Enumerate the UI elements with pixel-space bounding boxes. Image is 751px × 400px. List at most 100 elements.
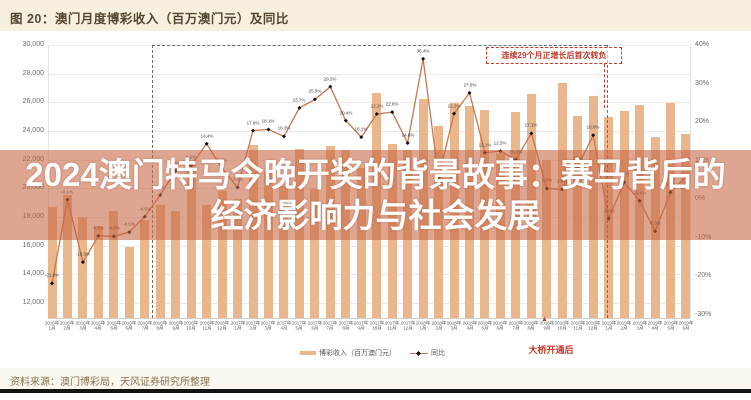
x-axis-tick: 2018年 6月 (493, 321, 508, 331)
yoy-point-label: -21.8% (44, 273, 60, 279)
line-marker-swatch-icon (410, 350, 428, 357)
left-axis-tick: 30,000 (22, 41, 44, 48)
x-axis-tick: 2016年 4月 (91, 321, 106, 331)
gridline (48, 73, 690, 75)
right-axis-tick: 40% (695, 41, 710, 48)
x-axis-tick: 2018年 8月 (524, 321, 539, 331)
yoy-point-label: 18.1% (262, 119, 275, 125)
x-axis-tick: 2019年 3月 (632, 321, 647, 331)
left-axis-tick: 26,000 (22, 98, 44, 106)
x-axis-tick: 2018年 10月 (555, 321, 570, 331)
overlay-banner-line1: 2024澳门特马今晚开奖的背景故事：赛马背后的 (25, 156, 726, 193)
yoy-point-label: 14.4% (200, 133, 214, 139)
x-axis-tick: 2017年 9月 (353, 321, 369, 331)
x-axis-tick: 2019年 2月 (616, 321, 632, 331)
right-axis-tick: -20% (695, 272, 712, 280)
yoy-point-label: 16.6% (586, 125, 600, 131)
gridline (48, 302, 690, 304)
x-axis-tick: 2017年 1月 (230, 321, 245, 331)
yoy-point-label: 16.1% (354, 127, 368, 133)
x-axis-tick: 2018年 4月 (462, 321, 477, 331)
figure-title-bar: 图 20：澳门月度博彩收入（百万澳门元）及同比 (0, 0, 751, 33)
bar (124, 247, 134, 318)
x-axis-tick: 2017年 7月 (323, 321, 338, 331)
legend-revenue-label: 博彩收入（百万澳门元） (319, 350, 396, 357)
x-axis-tick: 2018年 3月 (446, 321, 462, 331)
yoy-point-label: 12.5% (494, 141, 507, 147)
right-axis-tick: -30% (695, 311, 712, 318)
gridline (48, 102, 690, 104)
bar (155, 204, 165, 318)
yoy-point-label: 25.9% (308, 89, 322, 95)
x-axis-tick: 2017年 2月 (245, 321, 261, 331)
bar (47, 207, 57, 318)
x-axis-tick: 2017年 3月 (261, 321, 276, 331)
annotation-arrow (604, 64, 605, 108)
x-axis-tick: 2017年 4月 (276, 321, 292, 331)
yoy-point-label: 22.1% (370, 104, 384, 109)
yoy-point-label: 20.4% (339, 110, 353, 116)
yoy-point-label: 27.6% (463, 82, 476, 88)
x-axis-tick: 2018年 1月 (415, 321, 431, 331)
x-axis-tick: 2017年 8月 (338, 321, 354, 331)
legend-item-yoy: 同比 (410, 348, 445, 358)
bar (171, 210, 181, 318)
x-axis-tick: 2017年 5月 (292, 321, 307, 331)
bar (356, 168, 366, 318)
left-axis-tick: 12,000 (22, 298, 44, 306)
x-axis-tick: 2019年 6月 (678, 321, 694, 331)
gridline (48, 274, 690, 276)
x-axis-tick: 2019年 5月 (663, 321, 678, 331)
x-axis-tick: 2017年 11月 (384, 321, 400, 331)
chart-legend: 博彩收入（百万澳门元） 同比 (300, 348, 560, 358)
bar (263, 171, 273, 318)
bottom-divider (0, 389, 751, 393)
gridline (48, 245, 690, 247)
x-axis-tick: 2016年 8月 (152, 321, 168, 331)
bridge-open-note: 大桥开通后 (528, 345, 574, 355)
bar (186, 162, 196, 318)
annotation-callout: 连续29个月正增长后首次转负 (486, 47, 622, 64)
x-axis-tick: 2017年 10月 (369, 321, 384, 331)
yoy-point-label: 16.3% (277, 126, 291, 132)
bar (202, 205, 212, 318)
streak-span-dashed-line (152, 45, 607, 46)
yoy-point-label: 36.4% (416, 48, 430, 54)
x-axis-tick: 2019年 4月 (647, 321, 663, 331)
x-axis-tick: 2016年 12月 (214, 321, 230, 331)
left-axis-tick: 28,000 (22, 69, 44, 77)
legend-item-revenue: 博彩收入（百万澳门元） (300, 348, 396, 358)
x-axis-tick: 2018年 2月 (431, 321, 446, 331)
right-axis-tick: 20% (695, 118, 710, 126)
x-axis-tick: 2016年 10月 (183, 321, 199, 331)
bar (140, 220, 150, 318)
x-axis-tick: 2018年 5月 (477, 321, 493, 331)
overlay-banner-line2: 经济影响力与社会发展 (210, 197, 541, 234)
footer-strip (0, 368, 751, 389)
left-axis-tick: 14,000 (22, 270, 44, 278)
overlay-banner: 2024澳门特马今晚开奖的背景故事：赛马背后的 经济影响力与社会发展 (0, 150, 751, 240)
x-axis-tick: 2016年 2月 (60, 321, 75, 331)
legend-yoy-label: 同比 (431, 350, 445, 357)
source-note: 资料来源：澳门博彩局，天风证券研究所整理 (10, 377, 210, 388)
yoy-point-label: 23.7% (293, 97, 306, 103)
yoy-point-label: 22.6% (385, 102, 399, 108)
x-axis-tick: 2016年 1月 (44, 321, 60, 331)
x-axis-tick: 2018年 7月 (508, 321, 524, 331)
left-axis-tick: 16,000 (22, 241, 44, 249)
bar (233, 198, 243, 318)
bridge-marker-icon: ▲ (541, 316, 548, 323)
figure-title: 图 20：澳门月度博彩收入（百万澳门元）及同比 (10, 12, 289, 26)
yoy-point-label: 29.2% (323, 76, 337, 82)
left-axis-tick: 24,000 (22, 126, 44, 134)
yoy-point-label: 17.1% (524, 123, 538, 129)
yoy-point-label: 17.8% (246, 120, 260, 126)
yoy-point-label: -16.3% (75, 252, 91, 258)
x-axis-tick: 2016年 6月 (122, 321, 137, 331)
yoy-point-label: 22.2% (447, 103, 461, 109)
bar (78, 217, 88, 318)
x-axis-line (48, 318, 690, 319)
right-axis-tick: 30% (695, 79, 710, 87)
bar (109, 211, 119, 318)
x-axis-tick: 2017年 12月 (400, 321, 415, 331)
